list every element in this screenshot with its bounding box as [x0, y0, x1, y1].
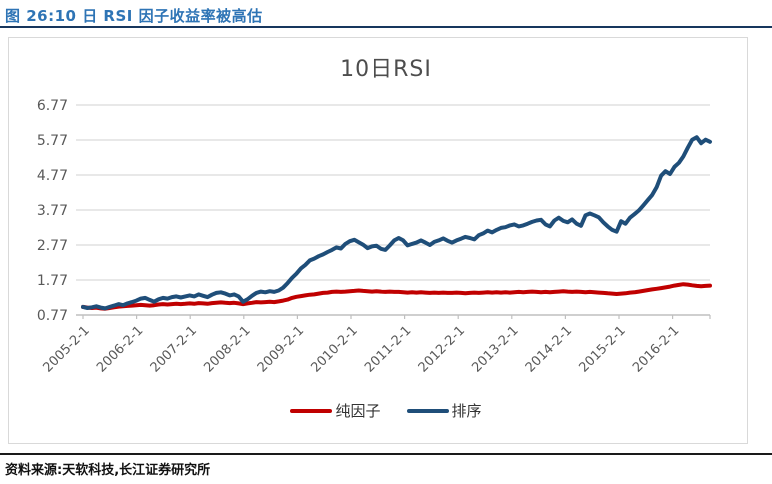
x-axis-label: 2007-2-1 [148, 323, 200, 375]
caption-underline [0, 26, 772, 28]
legend-item-rank: 排序 [406, 400, 482, 421]
y-axis-label: 4.77 [37, 168, 68, 184]
x-axis-label: 2012-2-1 [416, 323, 468, 375]
chart-legend: 纯因子 排序 [0, 400, 772, 421]
chart-title: 10日RSI [340, 57, 432, 82]
legend-swatch-rank [406, 408, 449, 413]
x-axis-label: 2006-2-1 [94, 323, 146, 375]
y-axis-label: 5.77 [37, 133, 68, 149]
x-axis-label: 2010-2-1 [308, 323, 360, 375]
x-axis-label: 2016-2-1 [630, 323, 682, 375]
x-axis-label: 2008-2-1 [201, 323, 253, 375]
x-axis-label: 2014-2-1 [523, 323, 575, 375]
x-axis-label: 2015-2-1 [576, 323, 628, 375]
legend-label-pure-factor: 纯因子 [335, 402, 381, 420]
series-line-pure-factor [81, 282, 712, 311]
footer-divider [0, 453, 772, 455]
legend-swatch-pure-factor [290, 408, 333, 413]
y-axis-label: 6.77 [37, 98, 68, 114]
x-axis-label: 2011-2-1 [362, 323, 414, 375]
legend-item-pure-factor: 纯因子 [290, 400, 381, 421]
y-axis-label: 1.77 [37, 273, 68, 289]
x-axis-label: 2005-2-1 [40, 323, 92, 375]
y-axis-label: 2.77 [37, 238, 68, 254]
x-axis-label: 2013-2-1 [469, 323, 521, 375]
x-axis-label: 2009-2-1 [255, 323, 307, 375]
y-axis-label: 3.77 [37, 203, 68, 219]
source-note: 资料来源:天软科技,长江证券研究所 [5, 463, 211, 478]
figure-caption: 图 26:10 日 RSI 因子收益率被高估 [5, 7, 263, 25]
legend-label-rank: 排序 [451, 402, 482, 420]
series-line-rank [81, 135, 712, 311]
y-axis-label: 0.77 [37, 308, 68, 324]
